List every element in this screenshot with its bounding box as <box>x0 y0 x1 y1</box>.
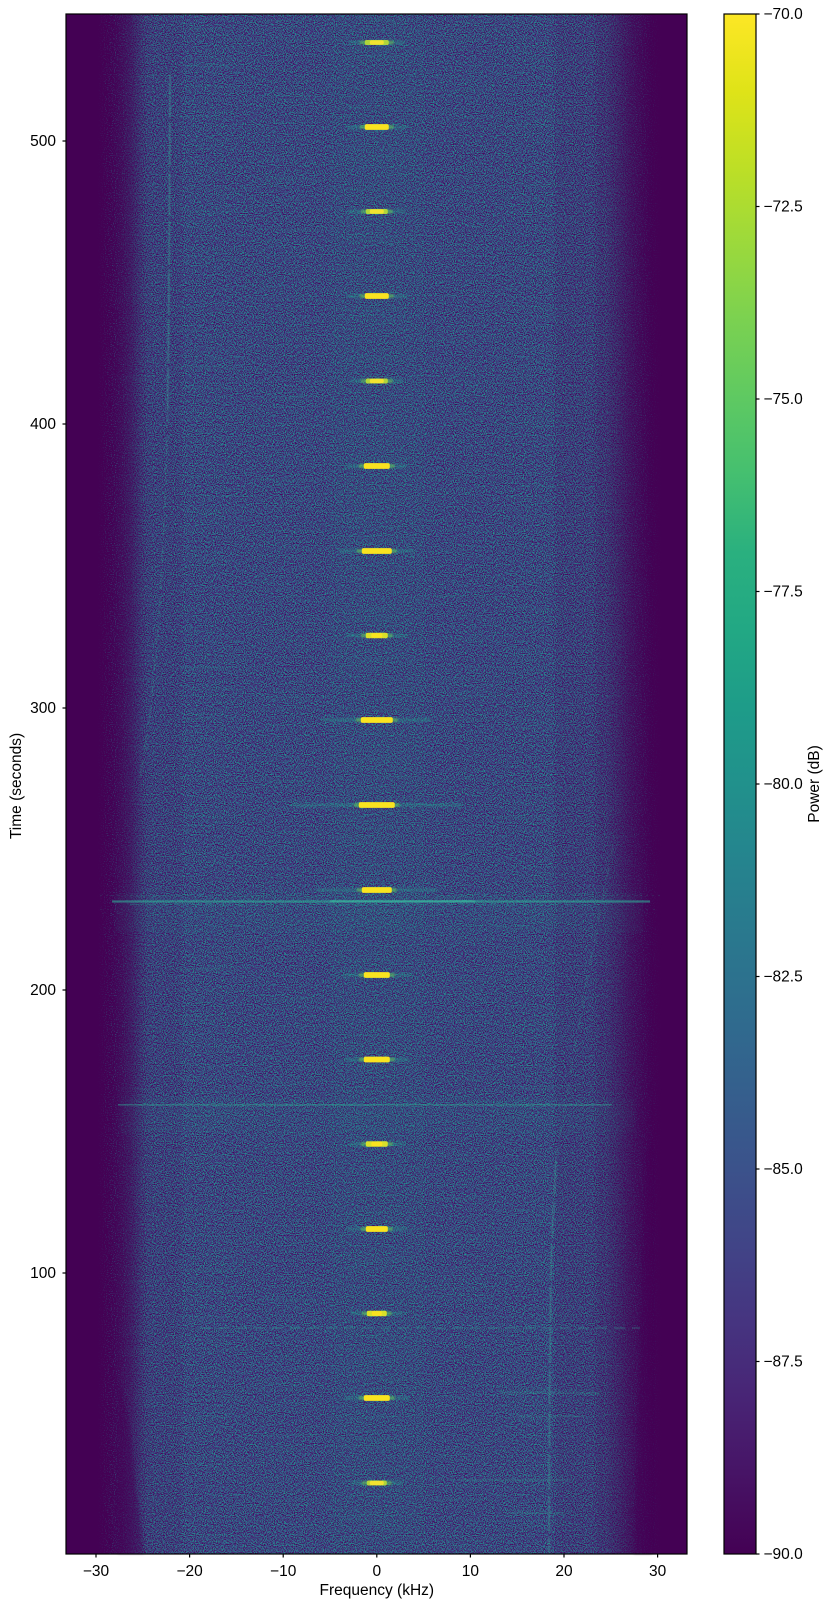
svg-text:300: 300 <box>30 700 56 717</box>
svg-text:10: 10 <box>462 1563 480 1580</box>
svg-text:−90.0: −90.0 <box>764 1546 804 1563</box>
svg-text:−87.5: −87.5 <box>764 1354 803 1371</box>
svg-text:−20: −20 <box>176 1563 203 1580</box>
svg-text:−80.0: −80.0 <box>764 776 804 793</box>
svg-text:−75.0: −75.0 <box>764 391 804 408</box>
svg-text:100: 100 <box>30 1265 56 1282</box>
svg-text:Power (dB): Power (dB) <box>806 745 823 823</box>
svg-text:−30: −30 <box>83 1563 110 1580</box>
svg-text:400: 400 <box>30 416 56 433</box>
svg-text:−85.0: −85.0 <box>764 1161 804 1178</box>
svg-text:500: 500 <box>30 133 56 150</box>
svg-text:−72.5: −72.5 <box>764 199 803 216</box>
svg-text:20: 20 <box>555 1563 573 1580</box>
svg-text:Frequency (kHz): Frequency (kHz) <box>320 1582 435 1599</box>
svg-text:0: 0 <box>372 1563 381 1580</box>
svg-text:30: 30 <box>649 1563 667 1580</box>
svg-text:−77.5: −77.5 <box>764 584 803 601</box>
svg-text:−10: −10 <box>270 1563 297 1580</box>
svg-text:Time (seconds): Time (seconds) <box>8 733 25 839</box>
svg-text:−82.5: −82.5 <box>764 969 803 986</box>
svg-text:200: 200 <box>30 982 56 999</box>
svg-text:−70.0: −70.0 <box>764 6 804 23</box>
